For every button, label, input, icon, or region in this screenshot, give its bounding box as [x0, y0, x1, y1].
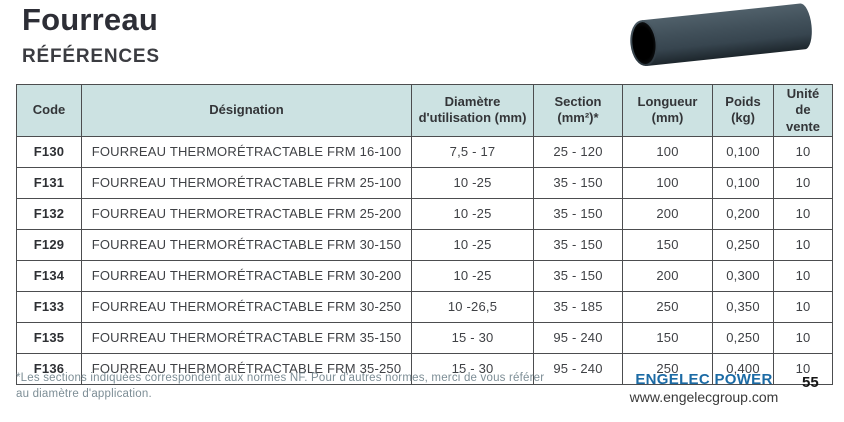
cell-code: F131	[16, 166, 82, 199]
cell-unite: 10	[773, 166, 833, 199]
cell-section: 25 - 120	[533, 135, 623, 168]
cell-poids: 0,100	[712, 135, 774, 168]
cell-poids: 0,200	[712, 197, 774, 230]
page-subtitle: RÉFÉRENCES	[22, 46, 160, 67]
footnote: *Les sections indiquées correspondent au…	[16, 372, 545, 401]
cell-code: F129	[16, 228, 82, 261]
cell-diametre: 7,5 - 17	[411, 135, 534, 168]
cell-designation: FOURREAU THERMORÉTRACTABLE FRM 16-100	[81, 135, 412, 168]
page-title: Fourreau	[22, 2, 158, 37]
column-header: Section (mm²)*	[533, 84, 623, 137]
cell-poids: 0,400	[712, 352, 774, 385]
cell-unite: 10	[773, 321, 833, 354]
cell-section: 35 - 150	[533, 228, 623, 261]
tube-graphic	[628, 2, 814, 68]
cell-designation: FOURREAU THERMORÉTRACTABLE FRM 35-150	[81, 321, 412, 354]
cell-section: 35 - 150	[533, 197, 623, 230]
table-header-row: Code Désignation Diamètre d'utilisation (m…	[16, 84, 833, 137]
cell-diametre: 10 -26,5	[411, 290, 534, 323]
cell-poids: 0,250	[712, 228, 774, 261]
product-photo-heat-shrink-sleeve	[628, 2, 818, 68]
cell-section: 35 - 150	[533, 259, 623, 292]
cell-poids: 0,100	[712, 166, 774, 199]
brand-website-link[interactable]: www.engelecgroup.com	[629, 389, 779, 405]
references-table: Code Désignation Diamètre d'utilisation (m…	[16, 84, 833, 385]
cell-diametre: 10 -25	[411, 166, 534, 199]
cell-diametre: 15 - 30	[411, 352, 534, 385]
cell-poids: 0,300	[712, 259, 774, 292]
cell-diametre: 10 -25	[411, 228, 534, 261]
cell-designation: FOURREAU THERMORÉTRACTABLE FRM 30-250	[81, 290, 412, 323]
cell-code: F135	[16, 321, 82, 354]
cell-designation: FOURREAU THERMORÉTRACTABLE FRM 30-200	[81, 259, 412, 292]
cell-unite: 10	[773, 228, 833, 261]
column-header: Longueur (mm)	[622, 84, 713, 137]
cell-code: F136	[16, 352, 82, 385]
cell-section: 35 - 150	[533, 166, 623, 199]
cell-unite: 10	[773, 290, 833, 323]
cell-diametre: 10 -25	[411, 259, 534, 292]
cell-longueur: 150	[622, 228, 713, 261]
cell-designation: FOURREAU THERMORÉTRACTABLE FRM 30-150	[81, 228, 412, 261]
brand-block: ENGELEC POWER www.engelecgroup.com	[606, 371, 802, 405]
table-row: F131 FOURREAU THERMORÉTRACTABLE FRM 25-10…	[16, 166, 833, 199]
table-row: F133 FOURREAU THERMORÉTRACTABLE FRM 30-25…	[16, 290, 833, 323]
cell-unite: 10	[773, 352, 833, 385]
cell-poids: 0,250	[712, 321, 774, 354]
cell-diametre: 15 - 30	[411, 321, 534, 354]
cell-poids: 0,350	[712, 290, 774, 323]
brand-name: ENGELEC POWER	[635, 371, 773, 388]
page-number: 55	[802, 374, 819, 391]
cell-unite: 10	[773, 197, 833, 230]
cell-longueur: 100	[622, 166, 713, 199]
table-row: F130 FOURREAU THERMORÉTRACTABLE FRM 16-10…	[16, 135, 833, 168]
table-row: F132 FOURREAU THERMORETRACTABLE FRM 25-20…	[16, 197, 833, 230]
cell-longueur: 250	[622, 290, 713, 323]
tube-body	[641, 2, 814, 67]
cell-code: F133	[16, 290, 82, 323]
cell-longueur: 250	[622, 352, 713, 385]
cell-code: F134	[16, 259, 82, 292]
cell-code: F132	[16, 197, 82, 230]
column-header: Code	[16, 84, 82, 137]
cell-code: F130	[16, 135, 82, 168]
table-row: F136 FOURREAU THERMORÉTRACTABLE FRM 35-25…	[16, 352, 833, 385]
cell-unite: 10	[773, 135, 833, 168]
cell-designation: FOURREAU THERMORÉTRACTABLE FRM 25-100	[81, 166, 412, 199]
cell-section: 95 - 240	[533, 321, 623, 354]
table-row: F129 FOURREAU THERMORÉTRACTABLE FRM 30-15…	[16, 228, 833, 261]
column-header: Unité de vente	[773, 84, 833, 137]
table-body: F130 FOURREAU THERMORÉTRACTABLE FRM 16-10…	[16, 135, 833, 385]
column-header: Poids (kg)	[712, 84, 774, 137]
cell-diametre: 10 -25	[411, 197, 534, 230]
cell-longueur: 150	[622, 321, 713, 354]
cell-longueur: 100	[622, 135, 713, 168]
cell-unite: 10	[773, 259, 833, 292]
table-row: F134 FOURREAU THERMORÉTRACTABLE FRM 30-20…	[16, 259, 833, 292]
cell-longueur: 200	[622, 259, 713, 292]
column-header: Diamètre d'utilisation (mm)	[411, 84, 534, 137]
column-header: Désignation	[81, 84, 412, 137]
table-row: F135 FOURREAU THERMORÉTRACTABLE FRM 35-15…	[16, 321, 833, 354]
cell-designation: FOURREAU THERMORETRACTABLE FRM 25-200	[81, 197, 412, 230]
cell-section: 35 - 185	[533, 290, 623, 323]
cell-longueur: 200	[622, 197, 713, 230]
